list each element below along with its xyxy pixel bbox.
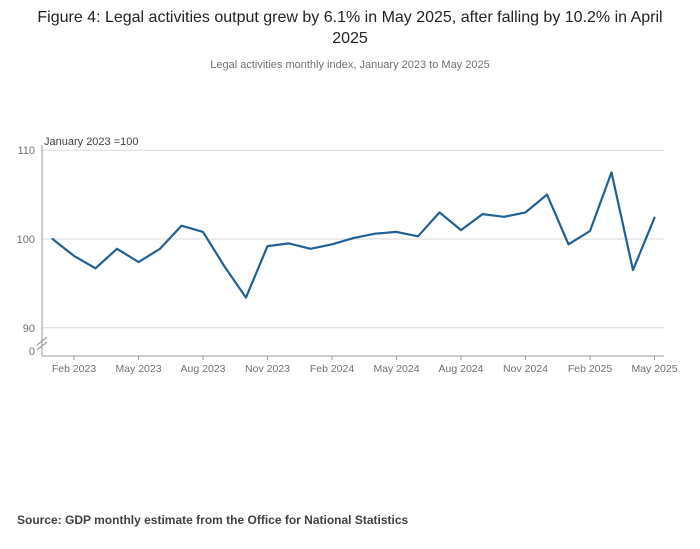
axis-break-mark <box>36 341 48 351</box>
axis-break-mark <box>36 336 48 346</box>
x-tick-label: Nov 2024 <box>503 363 548 375</box>
x-tick-label: Feb 2025 <box>568 363 613 375</box>
x-tick-label: Nov 2023 <box>245 363 290 375</box>
x-tick-label: Feb 2023 <box>52 363 97 375</box>
x-tick-label: Aug 2023 <box>181 363 226 375</box>
x-tick-label: Feb 2024 <box>310 363 355 375</box>
x-tick-label: May 2023 <box>115 363 161 375</box>
y-tick-label: 110 <box>17 145 35 157</box>
x-tick-label: May 2024 <box>373 363 419 375</box>
x-tick-label: Aug 2024 <box>439 363 484 375</box>
y-axis-unit-label: January 2023 =100 <box>44 136 139 148</box>
data-line-legal-activities-index <box>51 171 656 299</box>
y-tick-label: 100 <box>17 234 35 246</box>
chart-title: Figure 4: Legal activities output grew b… <box>37 9 663 48</box>
chart-subtitle: Legal activities monthly index, January … <box>210 59 490 71</box>
y-tick-label: 90 <box>23 323 35 335</box>
x-tick-label: May 2025 <box>631 363 677 375</box>
source-text: Source: GDP monthly estimate from the Of… <box>17 513 409 527</box>
y-tick-label: 0 <box>29 346 35 358</box>
